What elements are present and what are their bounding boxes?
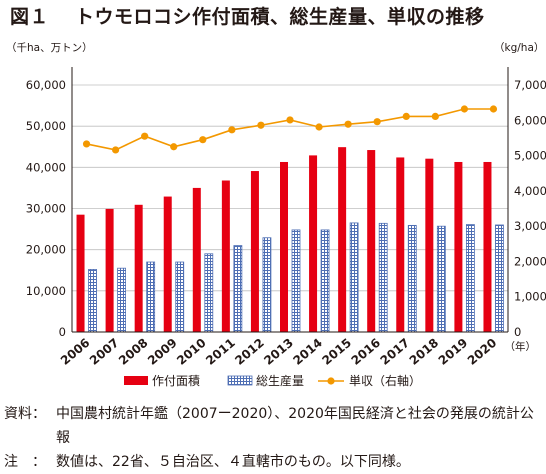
x-tick-label: 2018 <box>407 336 442 368</box>
right-tick-label: 5,000 <box>514 149 546 163</box>
yield-point <box>315 123 323 131</box>
left-tick-label: 0 <box>59 325 66 339</box>
figure-title: 図１ トウモロコシ作付面積、総生産量、単収の推移 <box>10 2 485 29</box>
right-tick-label: 4,000 <box>514 184 546 198</box>
bar-planted-area <box>221 180 230 332</box>
source-row: 資料： 中国農村統計年鑑（2007ー2020）、2020年国民経済と社会の発展の… <box>4 402 544 450</box>
yield-point <box>170 143 178 151</box>
x-tick-label: 2016 <box>349 336 384 368</box>
yield-point <box>431 112 439 121</box>
yield-point <box>228 126 236 134</box>
right-tick-label: 3,000 <box>514 219 546 233</box>
yield-point <box>373 118 381 126</box>
yield-point <box>257 121 265 129</box>
bar-total-production <box>465 224 475 333</box>
bar-planted-area <box>250 171 259 332</box>
x-tick-label: 2019 <box>436 336 471 368</box>
bar-total-production <box>495 224 504 333</box>
bar-total-production <box>262 237 272 333</box>
yield-point <box>112 146 120 154</box>
bar-planted-area <box>105 208 114 332</box>
yield-point <box>489 105 498 113</box>
legend-label-yield: 単収（右軸） <box>349 373 421 388</box>
bar-planted-area <box>483 161 492 332</box>
x-tick-label: 2006 <box>58 336 93 368</box>
x-axis-unit: （年） <box>505 340 537 353</box>
yield-point <box>199 136 207 144</box>
legend-swatch-planted-area <box>124 376 148 385</box>
bar-planted-area <box>134 204 143 332</box>
bar-planted-area <box>163 196 172 332</box>
right-tick-label: 7,000 <box>514 78 546 92</box>
bar-total-production <box>146 261 156 333</box>
source-text: 中国農村統計年鑑（2007ー2020）、2020年国民経済と社会の発展の統計公報 <box>56 406 534 446</box>
bar-planted-area <box>309 155 318 332</box>
yield-point <box>402 112 410 121</box>
bar-total-production <box>320 229 330 333</box>
x-tick-label: 2007 <box>87 336 122 368</box>
bar-planted-area <box>192 187 201 332</box>
legend-label-planted-area: 作付面積 <box>152 373 200 388</box>
figure-title-text: トウモロコシ作付面積、総生産量、単収の推移 <box>75 6 485 28</box>
yield-point <box>82 140 91 148</box>
x-tick-label: 2014 <box>290 336 325 368</box>
left-tick-label: 20,000 <box>26 243 66 257</box>
bar-planted-area <box>425 158 434 332</box>
bar-total-production <box>291 229 301 333</box>
note-text: 数値は、22省、５自治区、４直轄市のもの。以下同様。 <box>56 454 410 470</box>
left-tick-label: 30,000 <box>26 202 66 216</box>
right-tick-label: 6,000 <box>514 113 546 127</box>
bar-total-production <box>407 224 417 333</box>
bar-total-production <box>378 222 388 333</box>
right-tick-label: 1,000 <box>514 290 546 304</box>
yield-point <box>344 120 352 128</box>
yield-point <box>286 116 294 124</box>
x-tick-label: 2012 <box>232 336 267 368</box>
yield-point <box>141 132 149 140</box>
bar-planted-area <box>76 214 85 332</box>
left-tick-label: 60,000 <box>26 78 66 92</box>
chart: 0 10,000 20,000 30,000 40,000 50,000 60,000 0 1,… <box>26 67 546 388</box>
right-axis-unit: （kg/ha） <box>494 42 545 54</box>
bar-total-production <box>175 261 185 333</box>
left-tick-label: 40,000 <box>26 160 66 174</box>
note-label: 注 ： <box>4 454 46 470</box>
bar-total-production <box>117 267 126 333</box>
left-tick-label: 50,000 <box>26 119 66 133</box>
bar-planted-area <box>396 157 405 332</box>
bar-planted-area <box>280 161 288 332</box>
bar-total-production <box>349 222 359 333</box>
yield-point <box>460 105 468 113</box>
bar-total-production <box>436 225 446 333</box>
figure-number: 図１ <box>10 6 50 28</box>
right-tick-label: 2,000 <box>514 254 546 268</box>
x-tick-label: 2011 <box>203 336 238 368</box>
legend-swatch-total-production <box>227 375 253 386</box>
left-axis-unit: （千ha、万トン） <box>6 42 93 54</box>
bar-planted-area <box>367 150 376 332</box>
legend-label-total-production: 総生産量 <box>256 373 304 388</box>
bar-planted-area <box>454 161 463 332</box>
right-tick-label: 0 <box>514 325 521 339</box>
x-tick-label: 2008 <box>116 336 151 368</box>
x-tick-label: 2010 <box>174 336 209 368</box>
x-tick-label: 2013 <box>261 336 296 368</box>
source-label: 資料： <box>4 406 46 422</box>
bar-total-production <box>88 269 97 333</box>
note-row: 注 ： 数値は、22省、５自治区、４直轄市のもの。以下同様。 <box>4 450 544 474</box>
x-tick-label: 2020 <box>465 336 500 368</box>
legend-swatch-yield-marker <box>327 377 335 385</box>
x-tick-label: 2015 <box>319 336 354 368</box>
left-tick-label: 10,000 <box>26 284 66 298</box>
bar-total-production <box>233 245 243 333</box>
x-tick-label: 2017 <box>378 336 413 368</box>
x-tick-label: 2009 <box>145 336 180 368</box>
bar-total-production <box>204 253 214 333</box>
bar-planted-area <box>338 147 347 332</box>
source-notes: 資料： 中国農村統計年鑑（2007ー2020）、2020年国民経済と社会の発展の… <box>4 402 544 474</box>
